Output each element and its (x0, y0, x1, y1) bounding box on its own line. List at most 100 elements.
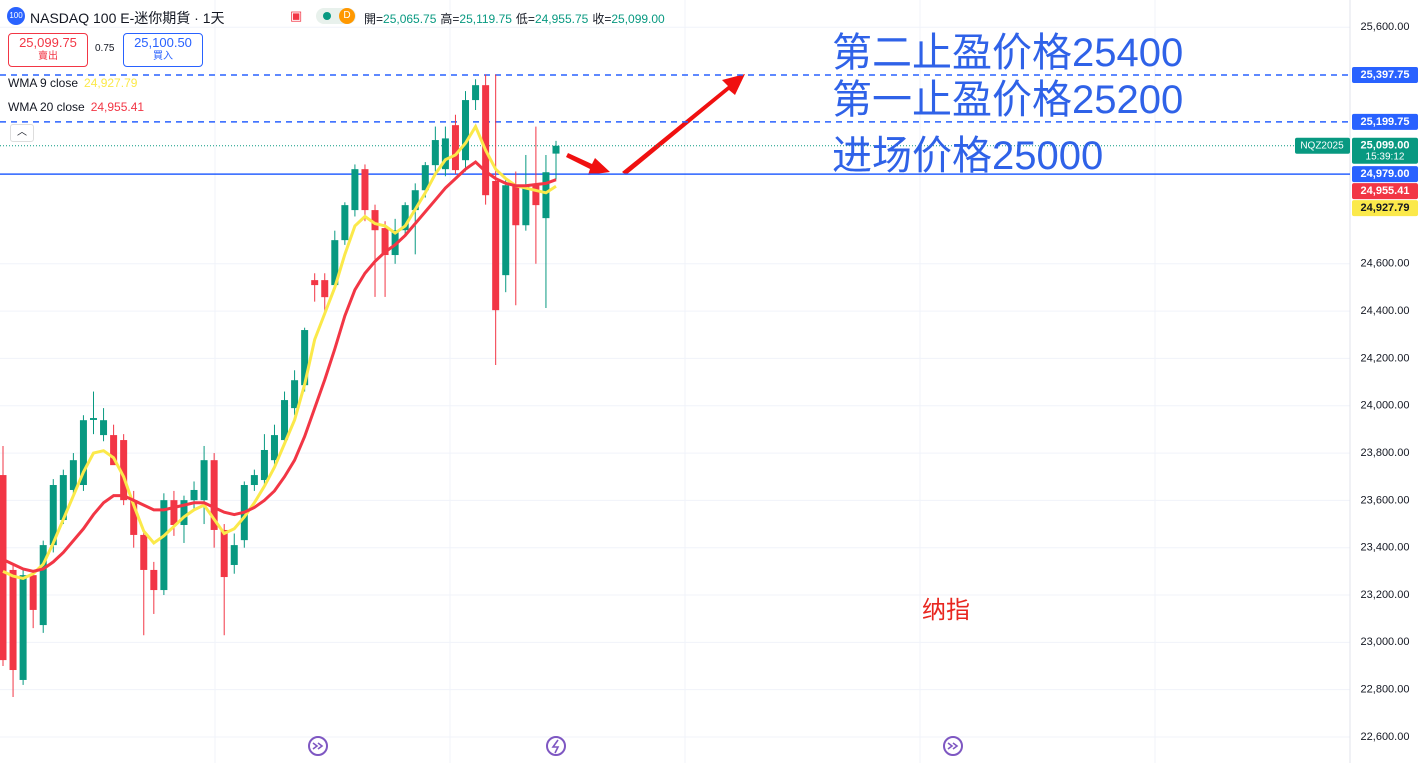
candle-body (401, 205, 409, 231)
ohlc-value: 25,119.75 (459, 12, 512, 26)
candle-body (260, 449, 268, 481)
sell-button[interactable]: 25,099.75 賣出 (8, 33, 88, 67)
price-tag (1352, 183, 1418, 200)
indicator-line (2, 123, 557, 581)
candle-body (69, 460, 77, 490)
y-tick-label: 22,800.00 (1361, 684, 1410, 696)
candle-body (331, 240, 339, 286)
legend-row: WMA 20 close 24,955.41 (8, 100, 144, 114)
event-icon[interactable] (943, 736, 963, 756)
buy-button[interactable]: 25,100.50 買入 (123, 33, 203, 67)
y-tick-label: 23,200.00 (1361, 589, 1410, 601)
annotation: 进场价格25000 (832, 134, 1104, 178)
legend-row: WMA 9 close 24,927.79 (8, 76, 137, 90)
candle-body (180, 500, 188, 525)
candle-body (482, 85, 490, 196)
candle-body (552, 145, 560, 154)
candle-body (19, 575, 27, 680)
y-tick-label: 23,400.00 (1361, 542, 1410, 554)
candle-body (220, 529, 228, 578)
legend-name: WMA 20 close (8, 100, 85, 114)
legend-value: 24,955.41 (90, 100, 145, 114)
y-tick-label: 23,000.00 (1361, 636, 1410, 648)
candle-body (59, 475, 67, 521)
candle-body (110, 435, 118, 466)
candle-body (451, 125, 459, 171)
candle-body (301, 330, 309, 386)
candle-body (512, 185, 520, 226)
symbol-tag (1295, 137, 1350, 154)
candle-body (532, 185, 540, 206)
candle-body (210, 460, 218, 530)
candle-body (160, 500, 168, 591)
annotation: 纳指 (922, 597, 970, 624)
candle-body (351, 169, 359, 211)
candle-body (361, 169, 369, 211)
collapse-button[interactable]: ︿ (10, 124, 34, 142)
candle-body (230, 545, 238, 565)
event-icon[interactable] (546, 736, 566, 756)
y-tick-label: 25,600.00 (1361, 21, 1410, 33)
ohlc: 開=25,065.75 高=25,119.75 低=24,955.75 收=25,09… (364, 10, 669, 27)
candle-body (381, 228, 389, 256)
candle-body (441, 138, 449, 170)
y-tick-label: 23,600.00 (1361, 494, 1410, 506)
price-tag-label: 25,099.00 (1361, 140, 1410, 152)
candle-body (462, 100, 470, 161)
candle-body (291, 380, 299, 409)
candle-body (200, 460, 208, 501)
indicator-line (2, 160, 557, 573)
candle-body (140, 534, 148, 570)
candle-body (130, 500, 138, 535)
buy-price: 25,100.50 (134, 35, 192, 50)
candle-body (49, 485, 57, 546)
sell-label: 賣出 (38, 51, 58, 62)
price-tag-label: 25,199.75 (1361, 116, 1410, 128)
y-tick-label: 24,600.00 (1361, 258, 1410, 270)
arrow (622, 74, 745, 175)
candle-body (321, 280, 329, 298)
symbol-tag-label: NQZ2025 (1300, 140, 1344, 151)
candle-body (0, 475, 7, 661)
candle-body (250, 475, 258, 486)
candle-body (391, 230, 399, 256)
candle-body (89, 418, 97, 420)
candle-body (79, 420, 87, 486)
alert-icon[interactable]: ▣ (290, 8, 303, 23)
candle-body (371, 210, 379, 231)
status: D (316, 8, 356, 24)
event-icon[interactable] (308, 736, 328, 756)
price-tag (1352, 200, 1418, 217)
ohlc-label: 高= (440, 12, 460, 26)
candle-body (100, 420, 108, 436)
price-tag-label: 24,979.00 (1361, 168, 1410, 180)
candle-body (9, 569, 17, 671)
ohlc-value: 25,099.00 (611, 12, 665, 26)
sell-price: 25,099.75 (19, 35, 77, 50)
candle-body (472, 85, 480, 101)
price-tag-label: 24,927.79 (1361, 202, 1410, 214)
annotation: 第一止盈价格25200 (832, 78, 1184, 122)
spread: 0.75 (95, 43, 115, 54)
candle-body (411, 190, 419, 211)
price-tag (1352, 113, 1418, 130)
price-tag (1352, 67, 1418, 84)
price-tag (1352, 137, 1418, 164)
price-tag (1352, 166, 1418, 183)
y-tick-label: 24,000.00 (1361, 400, 1410, 412)
candle-body (150, 569, 158, 591)
buy-label: 買入 (153, 51, 173, 62)
y-tick-label: 23,800.00 (1361, 447, 1410, 459)
candle-body (270, 435, 278, 461)
arrow (566, 153, 610, 175)
countdown: 15:39:12 (1366, 151, 1405, 162)
candle-body (29, 575, 37, 610)
candle-body (281, 400, 289, 441)
candle-body (431, 140, 439, 166)
y-tick-label: 22,600.00 (1361, 731, 1410, 743)
candle-body (542, 172, 550, 219)
candle-body (311, 280, 319, 286)
status-badge: D (339, 8, 355, 24)
symbol-title[interactable]: NASDAQ 100 E-迷你期貨 · 1天 (30, 10, 225, 26)
